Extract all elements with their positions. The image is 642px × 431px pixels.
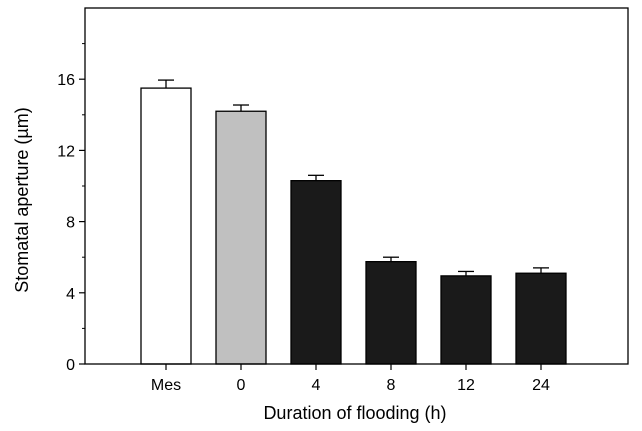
y-tick-label: 8 (66, 215, 75, 232)
bar (290, 180, 342, 365)
bar (515, 272, 567, 365)
x-axis-ticks: Mes 0 4 8 12 24 (151, 364, 550, 394)
y-tick-label: 16 (57, 72, 75, 89)
y-tick-label: 12 (57, 143, 75, 160)
x-tick-label: 8 (387, 377, 396, 394)
x-tick-label: Mes (151, 377, 181, 394)
bar (140, 87, 192, 365)
x-tick-label: 12 (457, 377, 475, 394)
bar (440, 275, 492, 365)
y-tick-label: 4 (66, 286, 75, 303)
plot-frame (84, 7, 629, 365)
x-tick-label: 4 (312, 377, 321, 394)
bars (140, 79, 567, 365)
y-axis-title: Stomatal aperture (µm) (12, 107, 32, 292)
bar (215, 110, 267, 365)
y-tick-label: 0 (66, 357, 75, 374)
x-axis-title: Duration of flooding (h) (263, 403, 446, 423)
x-tick-label: 24 (532, 377, 550, 394)
bar (365, 260, 417, 365)
y-axis-ticks: 0 4 8 12 16 (57, 43, 85, 374)
x-tick-label: 0 (237, 377, 246, 394)
